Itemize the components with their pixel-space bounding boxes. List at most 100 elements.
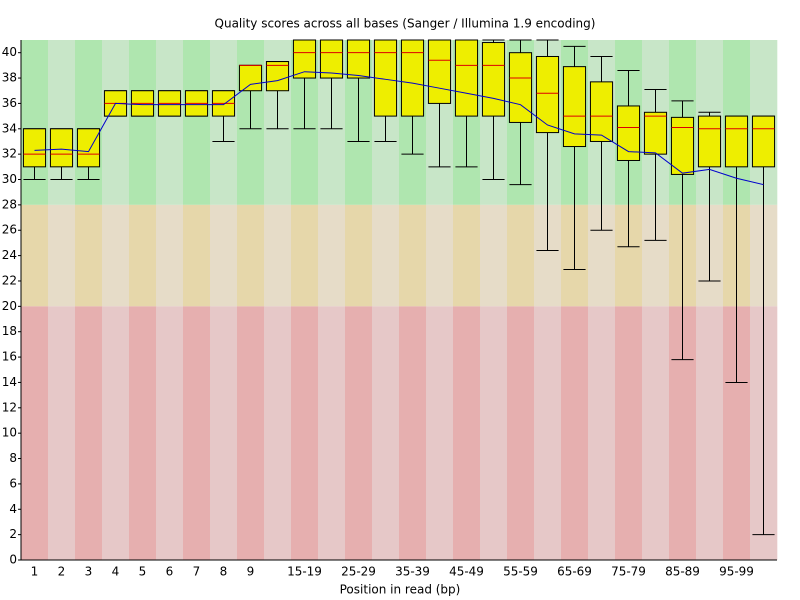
- zone-stripe: [507, 204, 535, 307]
- y-tick-label: 26: [2, 223, 17, 237]
- zone-stripe: [156, 204, 184, 307]
- x-tick-label: 35-39: [395, 565, 430, 579]
- x-tick-label: 95-99: [719, 565, 754, 579]
- y-tick-label: 8: [9, 451, 17, 465]
- x-axis-label: Position in read (bp): [340, 583, 461, 597]
- box: [238, 64, 263, 92]
- x-tick-label: 75-79: [611, 565, 646, 579]
- zone-stripe: [129, 40, 157, 205]
- box: [643, 111, 668, 155]
- zone-stripe: [318, 204, 346, 307]
- zone-stripe: [291, 306, 319, 560]
- y-tick-label: 22: [2, 273, 17, 287]
- box: [76, 128, 101, 168]
- y-tick-label: 30: [2, 172, 17, 186]
- zone-stripe: [534, 306, 562, 560]
- box: [697, 115, 722, 168]
- zone-stripe: [345, 306, 373, 560]
- box: [400, 39, 425, 117]
- y-tick-label: 18: [2, 324, 17, 338]
- zone-stripe: [129, 204, 157, 307]
- x-tick-label: 6: [166, 565, 174, 579]
- zone-stripe: [264, 306, 292, 560]
- zone-stripe: [426, 204, 454, 307]
- zone-stripe: [615, 306, 643, 560]
- box: [724, 115, 749, 168]
- y-tick-label: 34: [2, 121, 17, 135]
- box: [508, 52, 533, 123]
- zone-stripe: [102, 40, 130, 205]
- x-tick-label: 2: [58, 565, 66, 579]
- zone-stripe: [75, 40, 103, 205]
- y-tick-label: 28: [2, 197, 17, 211]
- box: [481, 42, 506, 117]
- y-tick-label: 2: [9, 527, 17, 541]
- zone-stripe: [156, 306, 184, 560]
- box: [265, 61, 290, 92]
- zone-stripe: [264, 204, 292, 307]
- zone-stripe: [48, 306, 76, 560]
- zone-stripe: [480, 204, 508, 307]
- zone-stripe: [237, 306, 265, 560]
- x-tick-label: 85-89: [665, 565, 700, 579]
- box: [427, 39, 452, 104]
- x-tick-label: 45-49: [449, 565, 484, 579]
- y-tick-label: 4: [9, 502, 17, 516]
- y-tick-label: 12: [2, 400, 17, 414]
- box: [49, 128, 74, 168]
- box: [346, 39, 371, 79]
- zone-stripe: [426, 306, 454, 560]
- x-tick-label: 55-59: [503, 565, 538, 579]
- x-tick-label: 65-69: [557, 565, 592, 579]
- y-tick-label: 38: [2, 71, 17, 85]
- zone-stripe: [588, 306, 616, 560]
- zone-stripe: [156, 40, 184, 205]
- zone-stripe: [21, 306, 49, 560]
- y-tick-label: 32: [2, 147, 17, 161]
- zone-stripe: [210, 204, 238, 307]
- zone-stripe: [318, 306, 346, 560]
- zone-stripe: [480, 306, 508, 560]
- x-tick-label: 1: [31, 565, 39, 579]
- x-tick-label: 4: [112, 565, 120, 579]
- zone-stripe: [453, 306, 481, 560]
- box: [22, 128, 47, 168]
- y-tick-label: 6: [9, 476, 17, 490]
- x-tick-label: 9: [247, 565, 255, 579]
- zone-stripe: [102, 306, 130, 560]
- mean-line: [34, 71, 764, 186]
- zone-stripe: [561, 306, 589, 560]
- zone-stripe: [345, 204, 373, 307]
- zone-stripe: [183, 40, 211, 205]
- box: [319, 39, 344, 79]
- box: [589, 81, 614, 142]
- y-tick-label: 10: [2, 426, 17, 440]
- x-tick-label: 5: [139, 565, 147, 579]
- box: [670, 116, 695, 175]
- zone-stripe: [21, 204, 49, 307]
- zone-stripe: [372, 204, 400, 307]
- y-tick-label: 20: [2, 299, 17, 313]
- box: [616, 105, 641, 161]
- zone-stripe: [75, 306, 103, 560]
- zone-stripe: [642, 306, 670, 560]
- zone-stripe: [696, 306, 724, 560]
- box: [292, 39, 317, 79]
- zone-stripe: [507, 306, 535, 560]
- zone-stripe: [48, 40, 76, 205]
- y-tick-label: 14: [2, 375, 17, 389]
- zone-stripe: [21, 40, 49, 205]
- y-tick-label: 24: [2, 248, 17, 262]
- x-tick-label: 3: [85, 565, 93, 579]
- zone-stripe: [183, 306, 211, 560]
- zone-stripe: [237, 204, 265, 307]
- x-tick-label: 7: [193, 565, 201, 579]
- x-tick-label: 8: [220, 565, 228, 579]
- zone-stripe: [183, 204, 211, 307]
- zone-stripe: [453, 204, 481, 307]
- y-tick-label: 16: [2, 350, 17, 364]
- zone-stripe: [48, 204, 76, 307]
- x-tick-label: 25-29: [341, 565, 376, 579]
